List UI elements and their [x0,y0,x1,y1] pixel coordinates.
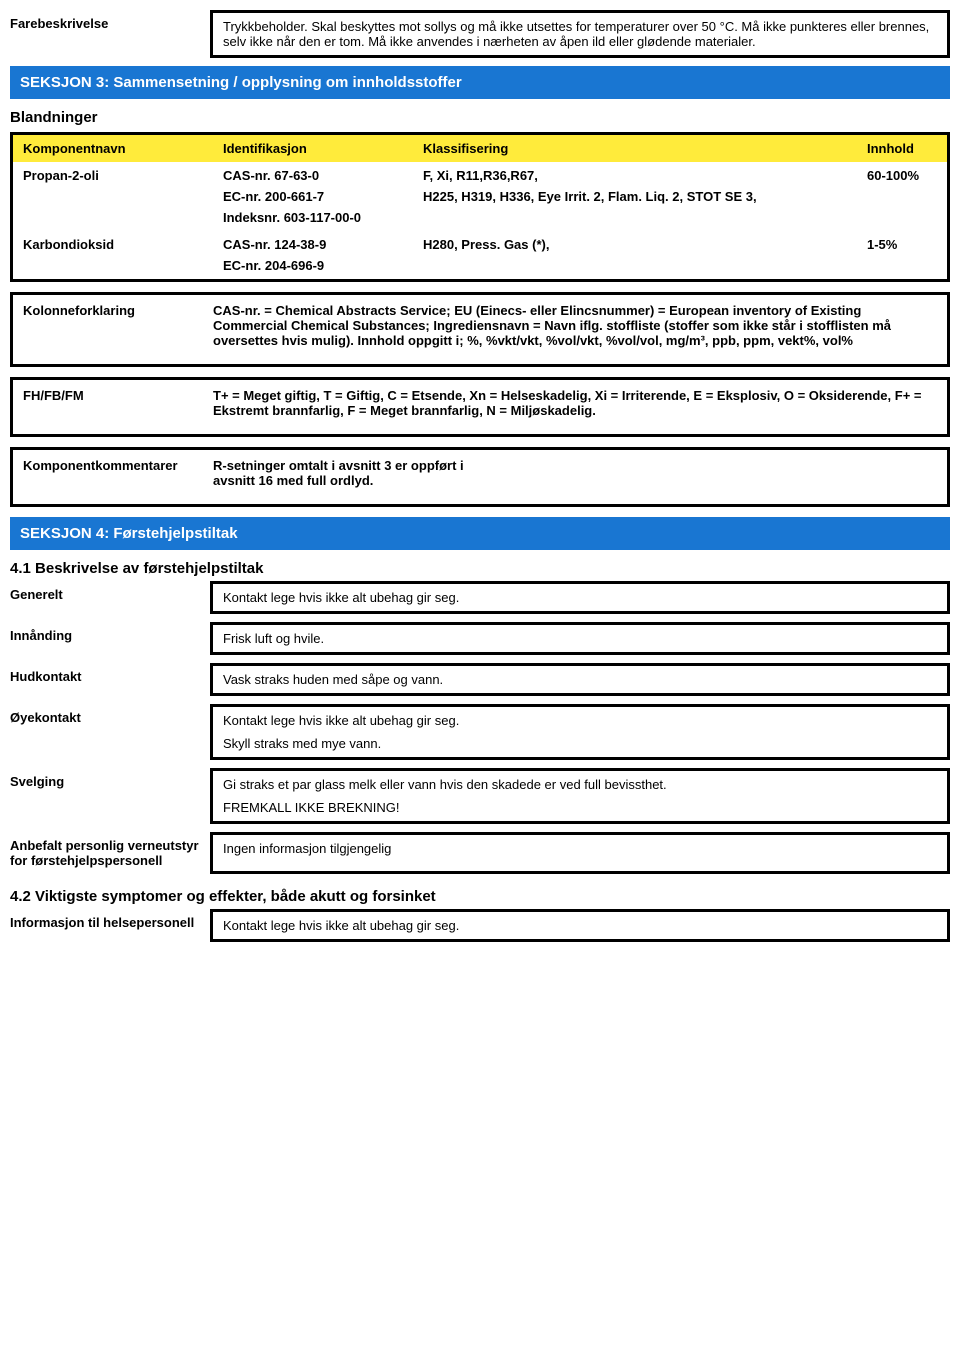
svelging-value: Gi straks et par glass melk eller vann h… [210,768,950,824]
ingredients-table: Komponentnavn Identifikasjon Klassifiser… [10,132,950,282]
generelt-row: Generelt Kontakt lege hvis ikke alt ubeh… [10,581,950,614]
cell-class1: H280, Press. Gas (*), [423,237,847,252]
komment-value: R-setninger omtalt i avsnitt 3 er oppfør… [203,452,483,494]
kolonne-block: Kolonneforklaring CAS-nr. = Chemical Abs… [10,292,950,367]
fhfbfm-block: FH/FB/FM T+ = Meget giftig, T = Giftig, … [10,377,950,437]
cell-class2: H225, H319, H336, Eye Irrit. 2, Flam. Li… [423,189,847,204]
th-id: Identifikasjon [213,135,413,162]
anbefalt-value: Ingen informasjon tilgjengelig [210,832,950,874]
oyekontakt-value: Kontakt lege hvis ikke alt ubehag gir se… [210,704,950,760]
cell-content: 1-5% [857,231,947,279]
cell-id1: CAS-nr. 124-38-9 [223,237,403,252]
anbefalt-row: Anbefalt personlig verneutstyr for først… [10,832,950,874]
hazard-label: Farebeskrivelse [10,10,210,58]
cell-id1: CAS-nr. 67-63-0 [223,168,403,183]
info-label: Informasjon til helsepersonell [10,909,210,942]
generelt-value: Kontakt lege hvis ikke alt ubehag gir se… [210,581,950,614]
cell-id2: EC-nr. 200-661-7 [223,189,403,204]
oyekontakt-label: Øyekontakt [10,704,210,760]
komment-label: Komponentkommentarer [13,452,203,494]
svelging-value1: Gi straks et par glass melk eller vann h… [223,777,937,792]
fhfbfm-value: T+ = Meget giftig, T = Giftig, C = Etsen… [203,382,947,424]
fhfbfm-label: FH/FB/FM [13,382,203,424]
info-row: Informasjon til helsepersonell Kontakt l… [10,909,950,942]
innanding-label: Innånding [10,622,210,655]
th-name: Komponentnavn [13,135,213,162]
oyekontakt-row: Øyekontakt Kontakt lege hvis ikke alt ub… [10,704,950,760]
section4-header: SEKSJON 4: Førstehjelpstiltak [10,517,950,550]
hazard-value: Trykkbeholder. Skal beskyttes mot sollys… [210,10,950,58]
hudkontakt-value: Vask straks huden med såpe og vann. [210,663,950,696]
table-row: Propan-2-oli CAS-nr. 67-63-0 EC-nr. 200-… [13,162,947,231]
anbefalt-label: Anbefalt personlig verneutstyr for først… [10,832,210,874]
cell-content: 60-100% [857,162,947,231]
komment-block: Komponentkommentarer R-setninger omtalt … [10,447,950,507]
section4-sub2: 4.2 Viktigste symptomer og effekter, båd… [10,882,950,909]
th-class: Klassifisering [413,135,857,162]
svelging-row: Svelging Gi straks et par glass melk ell… [10,768,950,824]
cell-class: F, Xi, R11,R36,R67, H225, H319, H336, Ey… [413,162,857,231]
innanding-row: Innånding Frisk luft og hvile. [10,622,950,655]
hazard-row: Farebeskrivelse Trykkbeholder. Skal besk… [10,10,950,58]
table-header-row: Komponentnavn Identifikasjon Klassifiser… [13,135,947,162]
cell-name: Propan-2-oli [13,162,213,231]
hudkontakt-label: Hudkontakt [10,663,210,696]
section3-header: SEKSJON 3: Sammensetning / opplysning om… [10,66,950,99]
svelging-label: Svelging [10,768,210,824]
table-row: Karbondioksid CAS-nr. 124-38-9 EC-nr. 20… [13,231,947,279]
kolonne-label: Kolonneforklaring [13,297,203,354]
hudkontakt-row: Hudkontakt Vask straks huden med såpe og… [10,663,950,696]
cell-id: CAS-nr. 67-63-0 EC-nr. 200-661-7 Indeksn… [213,162,413,231]
generelt-label: Generelt [10,581,210,614]
oyekontakt-value1: Kontakt lege hvis ikke alt ubehag gir se… [223,713,937,728]
info-value: Kontakt lege hvis ikke alt ubehag gir se… [210,909,950,942]
svelging-value2: FREMKALL IKKE BREKNING! [223,800,937,815]
cell-class1: F, Xi, R11,R36,R67, [423,168,847,183]
innanding-value: Frisk luft og hvile. [210,622,950,655]
section4-sub1: 4.1 Beskrivelse av førstehjelpstiltak [10,554,950,581]
cell-class: H280, Press. Gas (*), [413,231,857,279]
mixtures-heading: Blandninger [10,103,950,132]
cell-id: CAS-nr. 124-38-9 EC-nr. 204-696-9 [213,231,413,279]
cell-name: Karbondioksid [13,231,213,279]
kolonne-value: CAS-nr. = Chemical Abstracts Service; EU… [203,297,947,354]
cell-id3: Indeksnr. 603-117-00-0 [223,210,403,225]
oyekontakt-value2: Skyll straks med mye vann. [223,736,937,751]
cell-id2: EC-nr. 204-696-9 [223,258,403,273]
th-content: Innhold [857,135,947,162]
